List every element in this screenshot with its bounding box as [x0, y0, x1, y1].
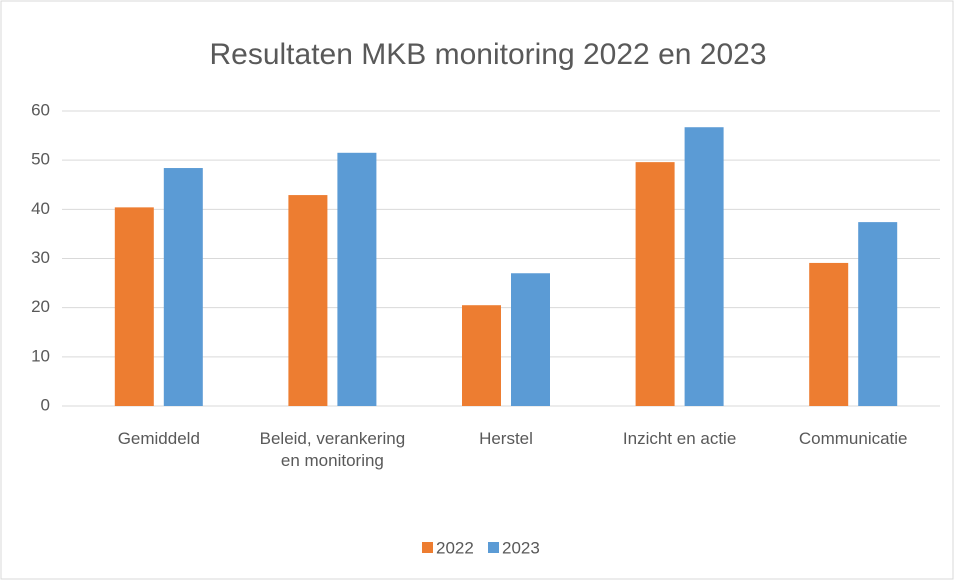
bar	[809, 262, 849, 406]
bar	[288, 195, 328, 406]
x-tick-label: Beleid, verankering en monitoring	[259, 429, 406, 470]
x-tick-label: Communicatie	[798, 429, 908, 448]
chart-title: Resultaten MKB monitoring 2022 en 2023	[209, 38, 766, 71]
legend-swatch	[488, 542, 499, 553]
y-tick-label: 0	[41, 395, 50, 414]
legend-label: 2022	[436, 538, 474, 557]
y-tick-label: 40	[31, 199, 50, 218]
y-tick-label: 60	[31, 100, 50, 119]
bar	[511, 273, 550, 406]
x-tick-label: Herstel	[479, 429, 533, 448]
y-tick-label: 10	[31, 346, 50, 365]
bar	[684, 127, 724, 406]
y-tick-label: 50	[31, 150, 50, 169]
bar	[858, 222, 898, 406]
bar	[114, 207, 154, 406]
x-tick-label: Gemiddeld	[117, 429, 200, 448]
y-tick-label: 20	[31, 297, 50, 316]
bar	[635, 162, 675, 406]
legend-label: 2023	[502, 538, 540, 557]
x-tick-label: Inzicht en actie	[622, 429, 737, 448]
legend-swatch	[422, 542, 433, 553]
bar	[462, 305, 501, 406]
y-tick-label: 30	[31, 248, 50, 267]
bar	[337, 152, 377, 406]
bar	[163, 168, 203, 406]
